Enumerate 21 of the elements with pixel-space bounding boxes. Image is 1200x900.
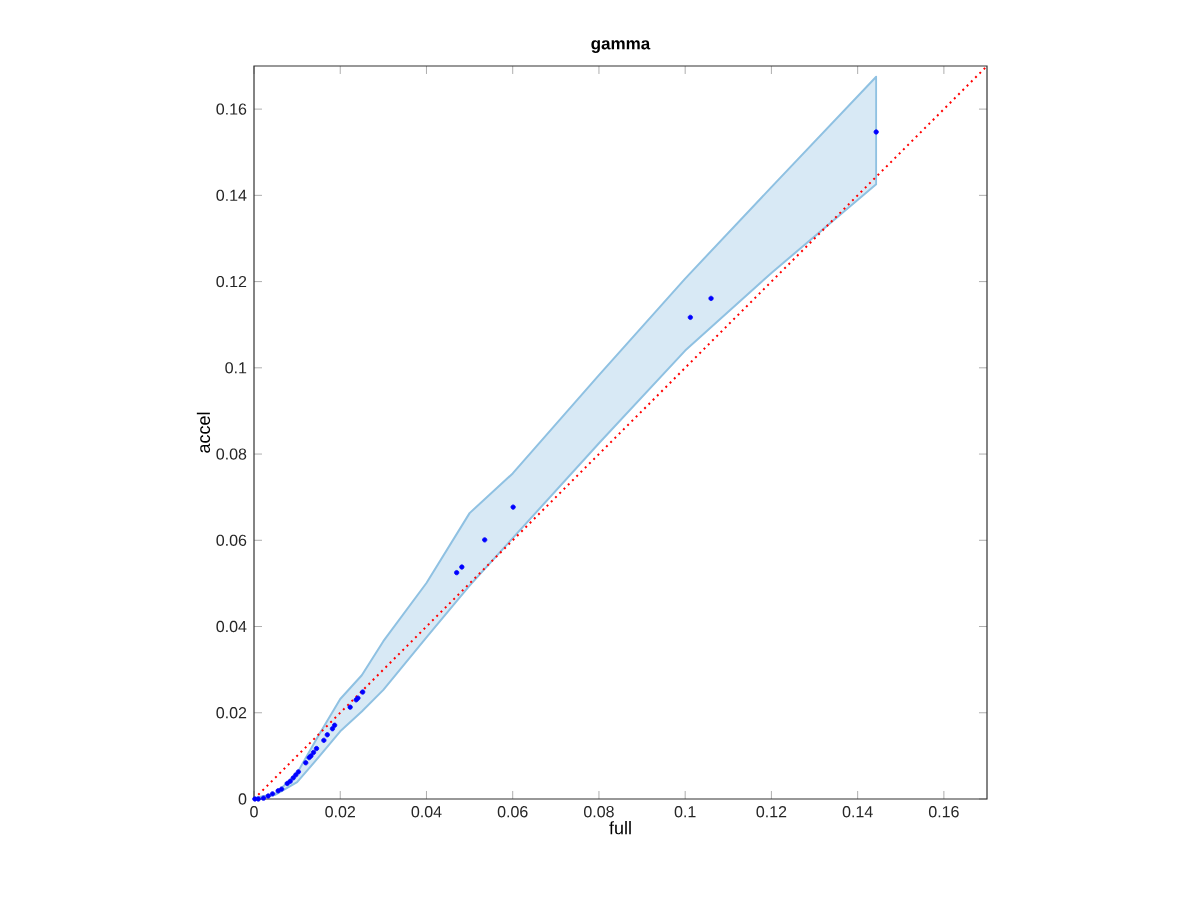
x-tick-label: 0.02: [325, 806, 355, 818]
y-tick-label: 0.08: [216, 448, 247, 460]
y-tick-label: 0.12: [216, 275, 247, 288]
y-tick-label: 0.16: [216, 103, 247, 115]
x-tick-label: 0.12: [756, 806, 787, 818]
x-axis-title: full: [609, 821, 631, 835]
x-tick-label: 0.1: [674, 806, 696, 818]
y-tick-label: 0.04: [216, 620, 247, 633]
y-axis-title: accel: [196, 412, 211, 453]
y-tick-label: 0.1: [225, 362, 247, 374]
x-tick-label: 0.08: [584, 806, 614, 818]
x-tick-label: 0.06: [497, 806, 528, 818]
y-tick-label: 0.02: [216, 707, 247, 719]
x-tick-label: 0.14: [842, 806, 873, 818]
y-tick-label: 0: [238, 793, 247, 805]
x-tick-label: 0.16: [928, 806, 959, 818]
y-tick-label: 0.06: [216, 534, 247, 546]
x-tick-label: 0: [250, 806, 258, 818]
chart-title: gamma: [591, 40, 651, 53]
y-tick-label: 0.14: [216, 189, 247, 202]
x-tick-label: 0.04: [411, 806, 442, 818]
